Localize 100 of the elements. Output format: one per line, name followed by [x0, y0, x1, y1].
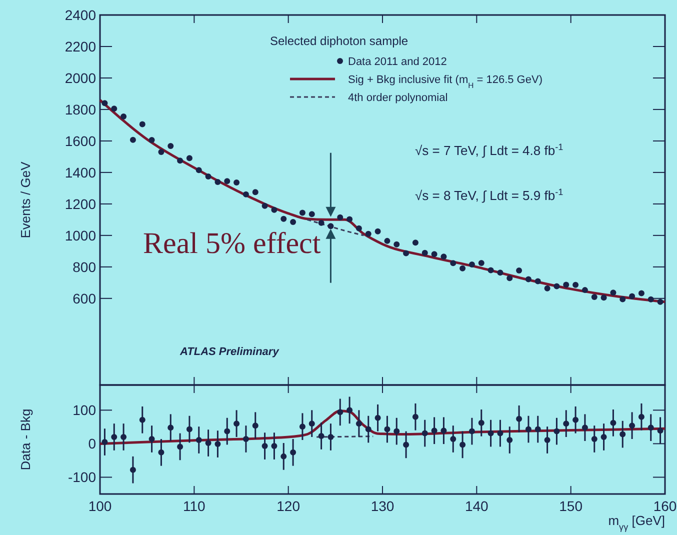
- point: [148, 436, 155, 442]
- point: [196, 437, 202, 444]
- point: [346, 216, 353, 222]
- point: [554, 428, 560, 434]
- point: [148, 137, 155, 144]
- point: [346, 407, 353, 414]
- point: [308, 211, 315, 218]
- point: [460, 265, 466, 272]
- point: [648, 424, 654, 431]
- y-tick-label: 0: [88, 436, 96, 452]
- point: [252, 422, 258, 429]
- point: [299, 424, 306, 430]
- point: [205, 440, 212, 446]
- point: [506, 437, 513, 444]
- point: [554, 283, 560, 290]
- point: [299, 210, 306, 216]
- y-axis-title: Events / GeV: [18, 161, 33, 238]
- legend-label: Sig + Bkg inclusive fit (m$_{H}$ = 126.5 GeV): [348, 74, 542, 90]
- point: [563, 282, 570, 288]
- point: [120, 114, 127, 120]
- point: [629, 422, 636, 429]
- point: [506, 275, 513, 282]
- point: [412, 240, 418, 246]
- point: [168, 142, 174, 149]
- point: [534, 426, 541, 432]
- point: [214, 179, 221, 186]
- point: [534, 278, 541, 284]
- point: [374, 414, 381, 421]
- point: [328, 223, 334, 230]
- point: [657, 428, 664, 434]
- point: [186, 155, 192, 162]
- point: [638, 290, 644, 296]
- point: [572, 282, 579, 288]
- x-tick-label: 160: [653, 498, 677, 514]
- point: [242, 191, 249, 198]
- point: [280, 216, 287, 222]
- point: [394, 241, 400, 248]
- point: [525, 276, 532, 282]
- y-tick-label: 1800: [64, 101, 96, 118]
- point: [139, 121, 146, 128]
- point: [365, 426, 372, 432]
- point: [544, 437, 550, 444]
- y-tick-label: 800: [72, 258, 96, 275]
- point: [525, 426, 532, 432]
- y-tick-label: -100: [68, 469, 96, 486]
- point: [130, 466, 136, 473]
- point: [440, 428, 447, 434]
- point: [234, 180, 240, 186]
- point: [177, 158, 184, 164]
- point: [572, 416, 579, 423]
- point: [638, 414, 644, 420]
- y-tick-label: 100: [72, 402, 96, 418]
- point: [102, 100, 108, 106]
- point: [328, 434, 334, 440]
- point: [224, 428, 230, 434]
- legend-title: Selected diphoton sample: [270, 34, 408, 48]
- point: [356, 225, 362, 232]
- point: [384, 238, 390, 244]
- point: [468, 428, 475, 434]
- point: [582, 424, 588, 431]
- x-tick-label: 150: [559, 498, 583, 514]
- point: [600, 294, 607, 301]
- point: [516, 268, 522, 274]
- point: [657, 298, 664, 305]
- point: [374, 228, 381, 234]
- point: [497, 430, 504, 436]
- y-tick-label: 1200: [64, 196, 96, 212]
- point: [262, 443, 268, 450]
- point: [431, 251, 438, 258]
- point: [591, 436, 598, 442]
- point: [412, 414, 418, 420]
- point: [111, 106, 118, 112]
- point: [582, 287, 588, 294]
- point: [337, 214, 344, 220]
- point: [460, 442, 466, 448]
- point: [497, 270, 504, 276]
- point: [544, 285, 550, 292]
- point: [280, 453, 287, 460]
- annotation: √s = 8 TeV, ∫ Ldt = 5.9 fb$^{-1}$: [415, 187, 564, 203]
- point: [591, 294, 598, 300]
- point: [384, 426, 390, 432]
- point: [394, 428, 400, 434]
- point: [450, 260, 456, 266]
- point: [271, 443, 278, 450]
- y-tick-label: 2000: [64, 70, 96, 86]
- point: [620, 296, 626, 302]
- point: [158, 449, 164, 456]
- point: [403, 250, 410, 256]
- point: [290, 449, 296, 456]
- point: [130, 136, 136, 143]
- point: [629, 293, 636, 300]
- point: [242, 436, 249, 442]
- point: [318, 432, 324, 439]
- point: [120, 434, 127, 440]
- point: [252, 189, 258, 196]
- point: [271, 206, 278, 213]
- point: [337, 409, 344, 416]
- point: [610, 420, 616, 426]
- point: [488, 267, 494, 274]
- point: [478, 260, 484, 266]
